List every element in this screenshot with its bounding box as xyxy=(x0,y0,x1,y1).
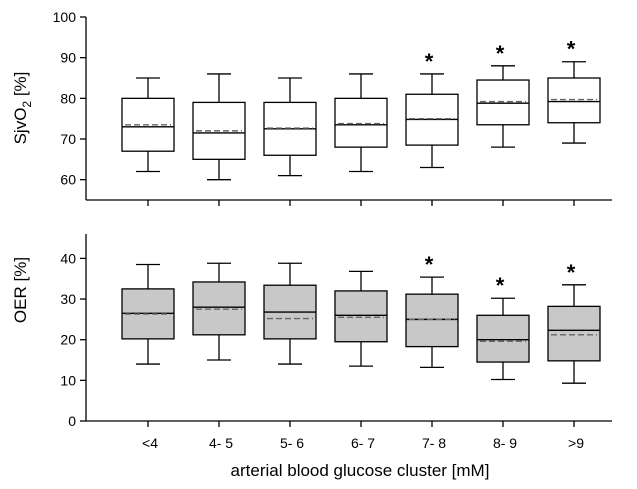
significance-star: * xyxy=(425,252,434,277)
x-axis-title: arterial blood glucose cluster [mM] xyxy=(231,461,490,480)
significance-star: * xyxy=(496,41,505,66)
iqr-box xyxy=(476,314,530,363)
sjvo2-y-tick-label: 100 xyxy=(53,9,77,25)
oer-panel: 0 10 20 30 40 <4 4- 5 5- 6 6- 7 7- 8 8- 9 >9 OER [%]… xyxy=(11,234,612,451)
oer-y-tick-label: 20 xyxy=(60,332,76,348)
sjvo2-y-tick-label: 80 xyxy=(60,90,76,106)
sjvo2-y-tick-label: 60 xyxy=(60,172,76,188)
x-tick-label: 5- 6 xyxy=(280,435,304,451)
oer-y-tick-label: 30 xyxy=(60,291,76,307)
oer-box-1 xyxy=(192,262,246,361)
x-tick-label: >9 xyxy=(568,435,584,451)
significance-star: * xyxy=(496,273,505,298)
iqr-box xyxy=(547,77,601,124)
x-tick-label: 7- 8 xyxy=(422,435,446,451)
sjvo2-box-4: * xyxy=(405,49,459,169)
oer-box-6: * xyxy=(547,260,601,384)
oer-box-3 xyxy=(334,270,388,367)
x-tick-label: 4- 5 xyxy=(209,435,233,451)
sjvo2-box-1 xyxy=(192,73,246,181)
iqr-box xyxy=(334,97,388,148)
sjvo2-y-axis-title: SjvO2 [%] xyxy=(11,72,34,145)
sjvo2-box-3 xyxy=(334,73,388,173)
iqr-box xyxy=(476,79,530,126)
sjvo2-box-2 xyxy=(263,77,317,177)
iqr-box xyxy=(334,290,388,343)
sjvo2-box-0 xyxy=(121,77,175,173)
sjvo2-panel: 60 70 80 90 100 SjvO2 [%] * * * xyxy=(11,9,612,206)
oer-box-4: * xyxy=(405,252,459,368)
oer-box-5: * xyxy=(476,273,530,381)
x-tick-label: <4 xyxy=(142,435,158,451)
sjvo2-box-5: * xyxy=(476,41,530,148)
oer-y-tick-label: 10 xyxy=(60,372,76,388)
iqr-box xyxy=(547,305,601,362)
x-tick-label: 6- 7 xyxy=(351,435,375,451)
significance-star: * xyxy=(567,260,576,285)
oer-box-0 xyxy=(121,263,175,365)
x-tick-label: 8- 9 xyxy=(493,435,517,451)
oer-y-tick-label: 0 xyxy=(68,413,76,429)
sjvo2-box-6: * xyxy=(547,37,601,144)
sjvo2-y-tick-label: 90 xyxy=(60,50,76,66)
significance-star: * xyxy=(567,37,576,62)
iqr-box xyxy=(405,293,459,348)
significance-star: * xyxy=(425,49,434,74)
oer-y-tick-label: 40 xyxy=(60,250,76,266)
iqr-box xyxy=(192,281,246,336)
oer-y-axis-title: OER [%] xyxy=(11,257,30,323)
sjvo2-y-tick-label: 70 xyxy=(60,131,76,147)
oer-box-2 xyxy=(263,262,317,365)
